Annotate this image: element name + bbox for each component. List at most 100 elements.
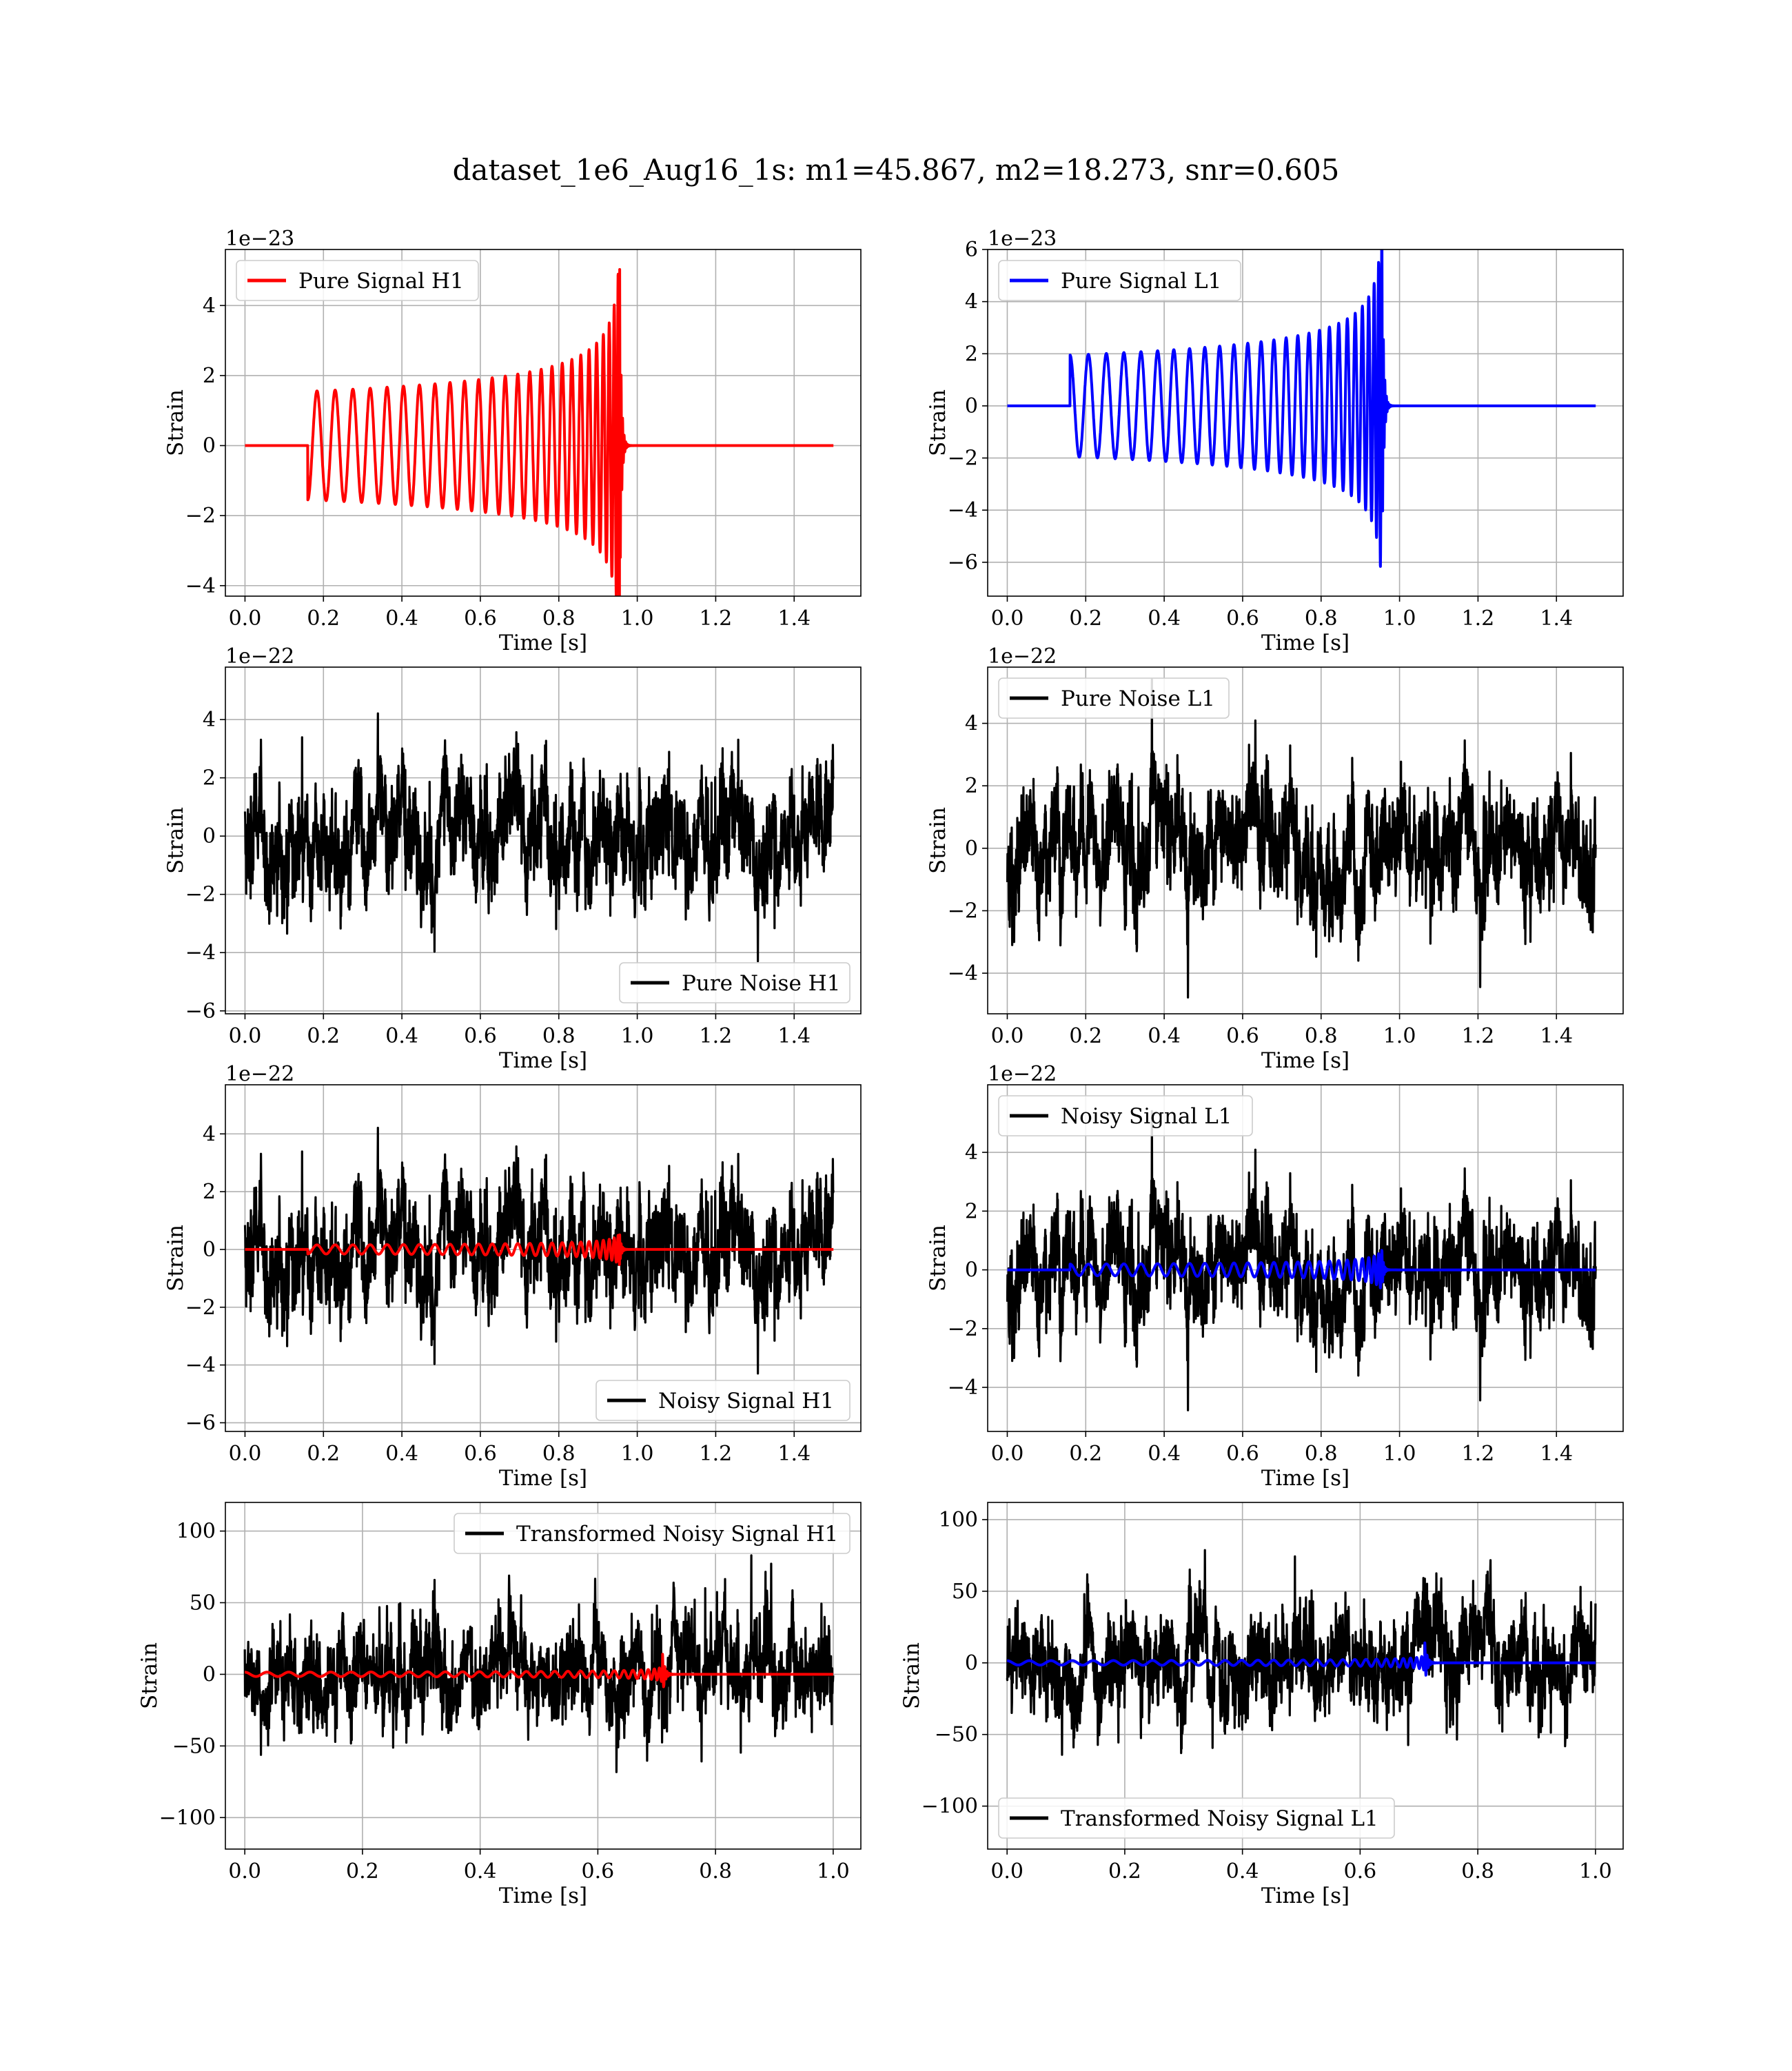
x-tick-label: 0.2 bbox=[1108, 1859, 1141, 1884]
y-tick-label: −50 bbox=[935, 1723, 978, 1747]
y-tick-label: 100 bbox=[176, 1520, 216, 1544]
noise-series-line bbox=[1006, 1110, 1597, 1411]
y-axis-label: Strain bbox=[899, 1642, 924, 1709]
legend-box bbox=[998, 1797, 1395, 1839]
x-tick-label: 0.0 bbox=[229, 1024, 262, 1048]
y-tick-label: −4 bbox=[948, 1376, 978, 1400]
legend-entry: Noisy Signal L1 bbox=[1061, 1104, 1232, 1129]
x-tick-label: 1.2 bbox=[1462, 606, 1495, 631]
x-tick-label: 1.2 bbox=[1462, 1442, 1495, 1466]
x-tick-label: 0.2 bbox=[1069, 606, 1102, 631]
x-tick-label: 1.0 bbox=[621, 1442, 654, 1466]
y-tick-label: −100 bbox=[159, 1806, 216, 1830]
x-tick-label: 1.4 bbox=[1540, 1442, 1573, 1466]
noise-series-line bbox=[243, 1126, 835, 1375]
x-tick-label: 0.0 bbox=[228, 1859, 261, 1884]
x-tick-label: 1.2 bbox=[700, 1024, 733, 1048]
y-tick-label: 0 bbox=[203, 1662, 216, 1686]
legend-entry: Noisy Signal H1 bbox=[658, 1389, 834, 1414]
y-tick-label: −2 bbox=[185, 504, 216, 528]
signal-series-line bbox=[243, 1233, 835, 1266]
subplot-6: 0.0 0.2 0.4 0.6 0.8 1.0 1.2 1.4 −4 −2 0 2 4 Time [s] S… bbox=[926, 1062, 1624, 1491]
axes-frame bbox=[225, 666, 862, 1014]
x-tick-label: 0.4 bbox=[1148, 1442, 1181, 1466]
x-tick-label: 0.8 bbox=[542, 1024, 576, 1048]
x-tick-label: 0.0 bbox=[991, 1024, 1024, 1048]
axes-frame bbox=[987, 1084, 1624, 1432]
subplot-3: 0.0 0.2 0.4 0.6 0.8 1.0 1.2 1.4 −6 −4 −2 0 2 4 Time [s… bbox=[163, 644, 862, 1073]
noise-series-line bbox=[1006, 678, 1597, 999]
legend: Noisy Signal H1 bbox=[595, 1380, 851, 1421]
axes-frame bbox=[225, 249, 862, 597]
legend-box bbox=[236, 260, 479, 301]
x-tick-label: 0.6 bbox=[464, 606, 497, 631]
y-tick-label: 4 bbox=[203, 1122, 216, 1146]
x-tick-label: 0.4 bbox=[385, 1024, 418, 1048]
axes-frame bbox=[987, 666, 1624, 1014]
subplot-2: 0.0 0.2 0.4 0.6 0.8 1.0 1.2 1.4 −6 −4 −2 0 2 4 6 Time [… bbox=[926, 227, 1624, 655]
x-axis-label: Time [s] bbox=[499, 1466, 587, 1491]
x-tick-label: 1.2 bbox=[1462, 1024, 1495, 1048]
x-tick-label: 1.0 bbox=[1383, 606, 1416, 631]
x-tick-label: 0.6 bbox=[1226, 1442, 1259, 1466]
x-tick-label: 0.0 bbox=[991, 1442, 1024, 1466]
legend: Pure Signal H1 bbox=[236, 260, 479, 301]
x-tick-label: 0.2 bbox=[1069, 1024, 1102, 1048]
y-tick-label: 4 bbox=[965, 712, 978, 736]
subplot-1: 0.0 0.2 0.4 0.6 0.8 1.0 1.2 1.4 −4 −2 0 2 4 Time [s] S… bbox=[163, 227, 862, 655]
x-axis-label: Time [s] bbox=[499, 1884, 587, 1908]
x-tick-label: 0.4 bbox=[1148, 1024, 1181, 1048]
legend-entry: Pure Signal H1 bbox=[298, 269, 464, 294]
axis-offset-label: 1e−22 bbox=[225, 1062, 294, 1086]
x-tick-label: 0.8 bbox=[542, 1442, 576, 1466]
y-tick-label: −2 bbox=[185, 1296, 216, 1320]
legend-entry: Transformed Noisy Signal H1 bbox=[516, 1522, 838, 1547]
legend-entry: Transformed Noisy Signal L1 bbox=[1061, 1806, 1378, 1831]
subplot-8: 0.0 0.2 0.4 0.6 0.8 1.0 −100 −50 0 50 100 Time [s] S… bbox=[899, 1502, 1624, 1908]
x-tick-label: 0.6 bbox=[1226, 1024, 1259, 1048]
x-tick-label: 0.4 bbox=[385, 606, 418, 631]
legend-entry: Pure Noise H1 bbox=[682, 971, 840, 996]
axes-frame bbox=[225, 1084, 862, 1432]
signal-series-line bbox=[1006, 1249, 1597, 1289]
legend: Transformed Noisy Signal L1 bbox=[998, 1797, 1395, 1839]
legend: Pure Noise L1 bbox=[998, 677, 1230, 719]
x-tick-label: 1.4 bbox=[777, 1024, 811, 1048]
y-axis-label: Strain bbox=[163, 389, 188, 456]
y-axis-label: Strain bbox=[137, 1642, 162, 1709]
y-tick-label: 0 bbox=[965, 1258, 978, 1283]
axis-offset-label: 1e−22 bbox=[988, 1062, 1057, 1086]
x-tick-label: 1.0 bbox=[1579, 1859, 1612, 1884]
x-tick-label: 0.8 bbox=[699, 1859, 732, 1884]
y-tick-label: −2 bbox=[948, 1317, 978, 1341]
x-tick-label: 0.8 bbox=[542, 606, 576, 631]
y-axis-label: Strain bbox=[163, 1225, 188, 1292]
y-tick-label: −100 bbox=[922, 1795, 978, 1819]
x-axis-label: Time [s] bbox=[499, 1048, 587, 1073]
signal-series-line bbox=[243, 1653, 835, 1689]
legend-entry: Pure Noise L1 bbox=[1061, 686, 1215, 711]
x-tick-label: 1.4 bbox=[777, 1442, 811, 1466]
y-axis-label: Strain bbox=[163, 807, 188, 874]
x-tick-label: 0.0 bbox=[229, 606, 262, 631]
x-tick-label: 1.4 bbox=[777, 606, 811, 631]
x-axis-label: Time [s] bbox=[1261, 1466, 1350, 1491]
axis-offset-label: 1e−23 bbox=[225, 227, 294, 251]
y-tick-label: −4 bbox=[948, 498, 978, 522]
y-tick-label: 6 bbox=[965, 238, 978, 262]
legend-box bbox=[619, 962, 851, 1003]
y-tick-label: −6 bbox=[185, 999, 216, 1023]
legend: Noisy Signal L1 bbox=[998, 1095, 1253, 1136]
y-tick-label: −6 bbox=[948, 551, 978, 575]
x-tick-label: 0.2 bbox=[307, 1024, 340, 1048]
legend-box bbox=[998, 1095, 1253, 1136]
y-tick-label: 2 bbox=[203, 766, 216, 790]
legend-box bbox=[595, 1380, 851, 1421]
x-tick-label: 1.0 bbox=[1383, 1442, 1416, 1466]
x-tick-label: 0.8 bbox=[1305, 606, 1338, 631]
y-tick-label: 0 bbox=[203, 1238, 216, 1262]
subplot-5: 0.0 0.2 0.4 0.6 0.8 1.0 1.2 1.4 −6 −4 −2 0 2 4 Time [s… bbox=[163, 1062, 862, 1491]
y-tick-label: −4 bbox=[185, 941, 216, 965]
y-tick-label: 0 bbox=[203, 434, 216, 458]
